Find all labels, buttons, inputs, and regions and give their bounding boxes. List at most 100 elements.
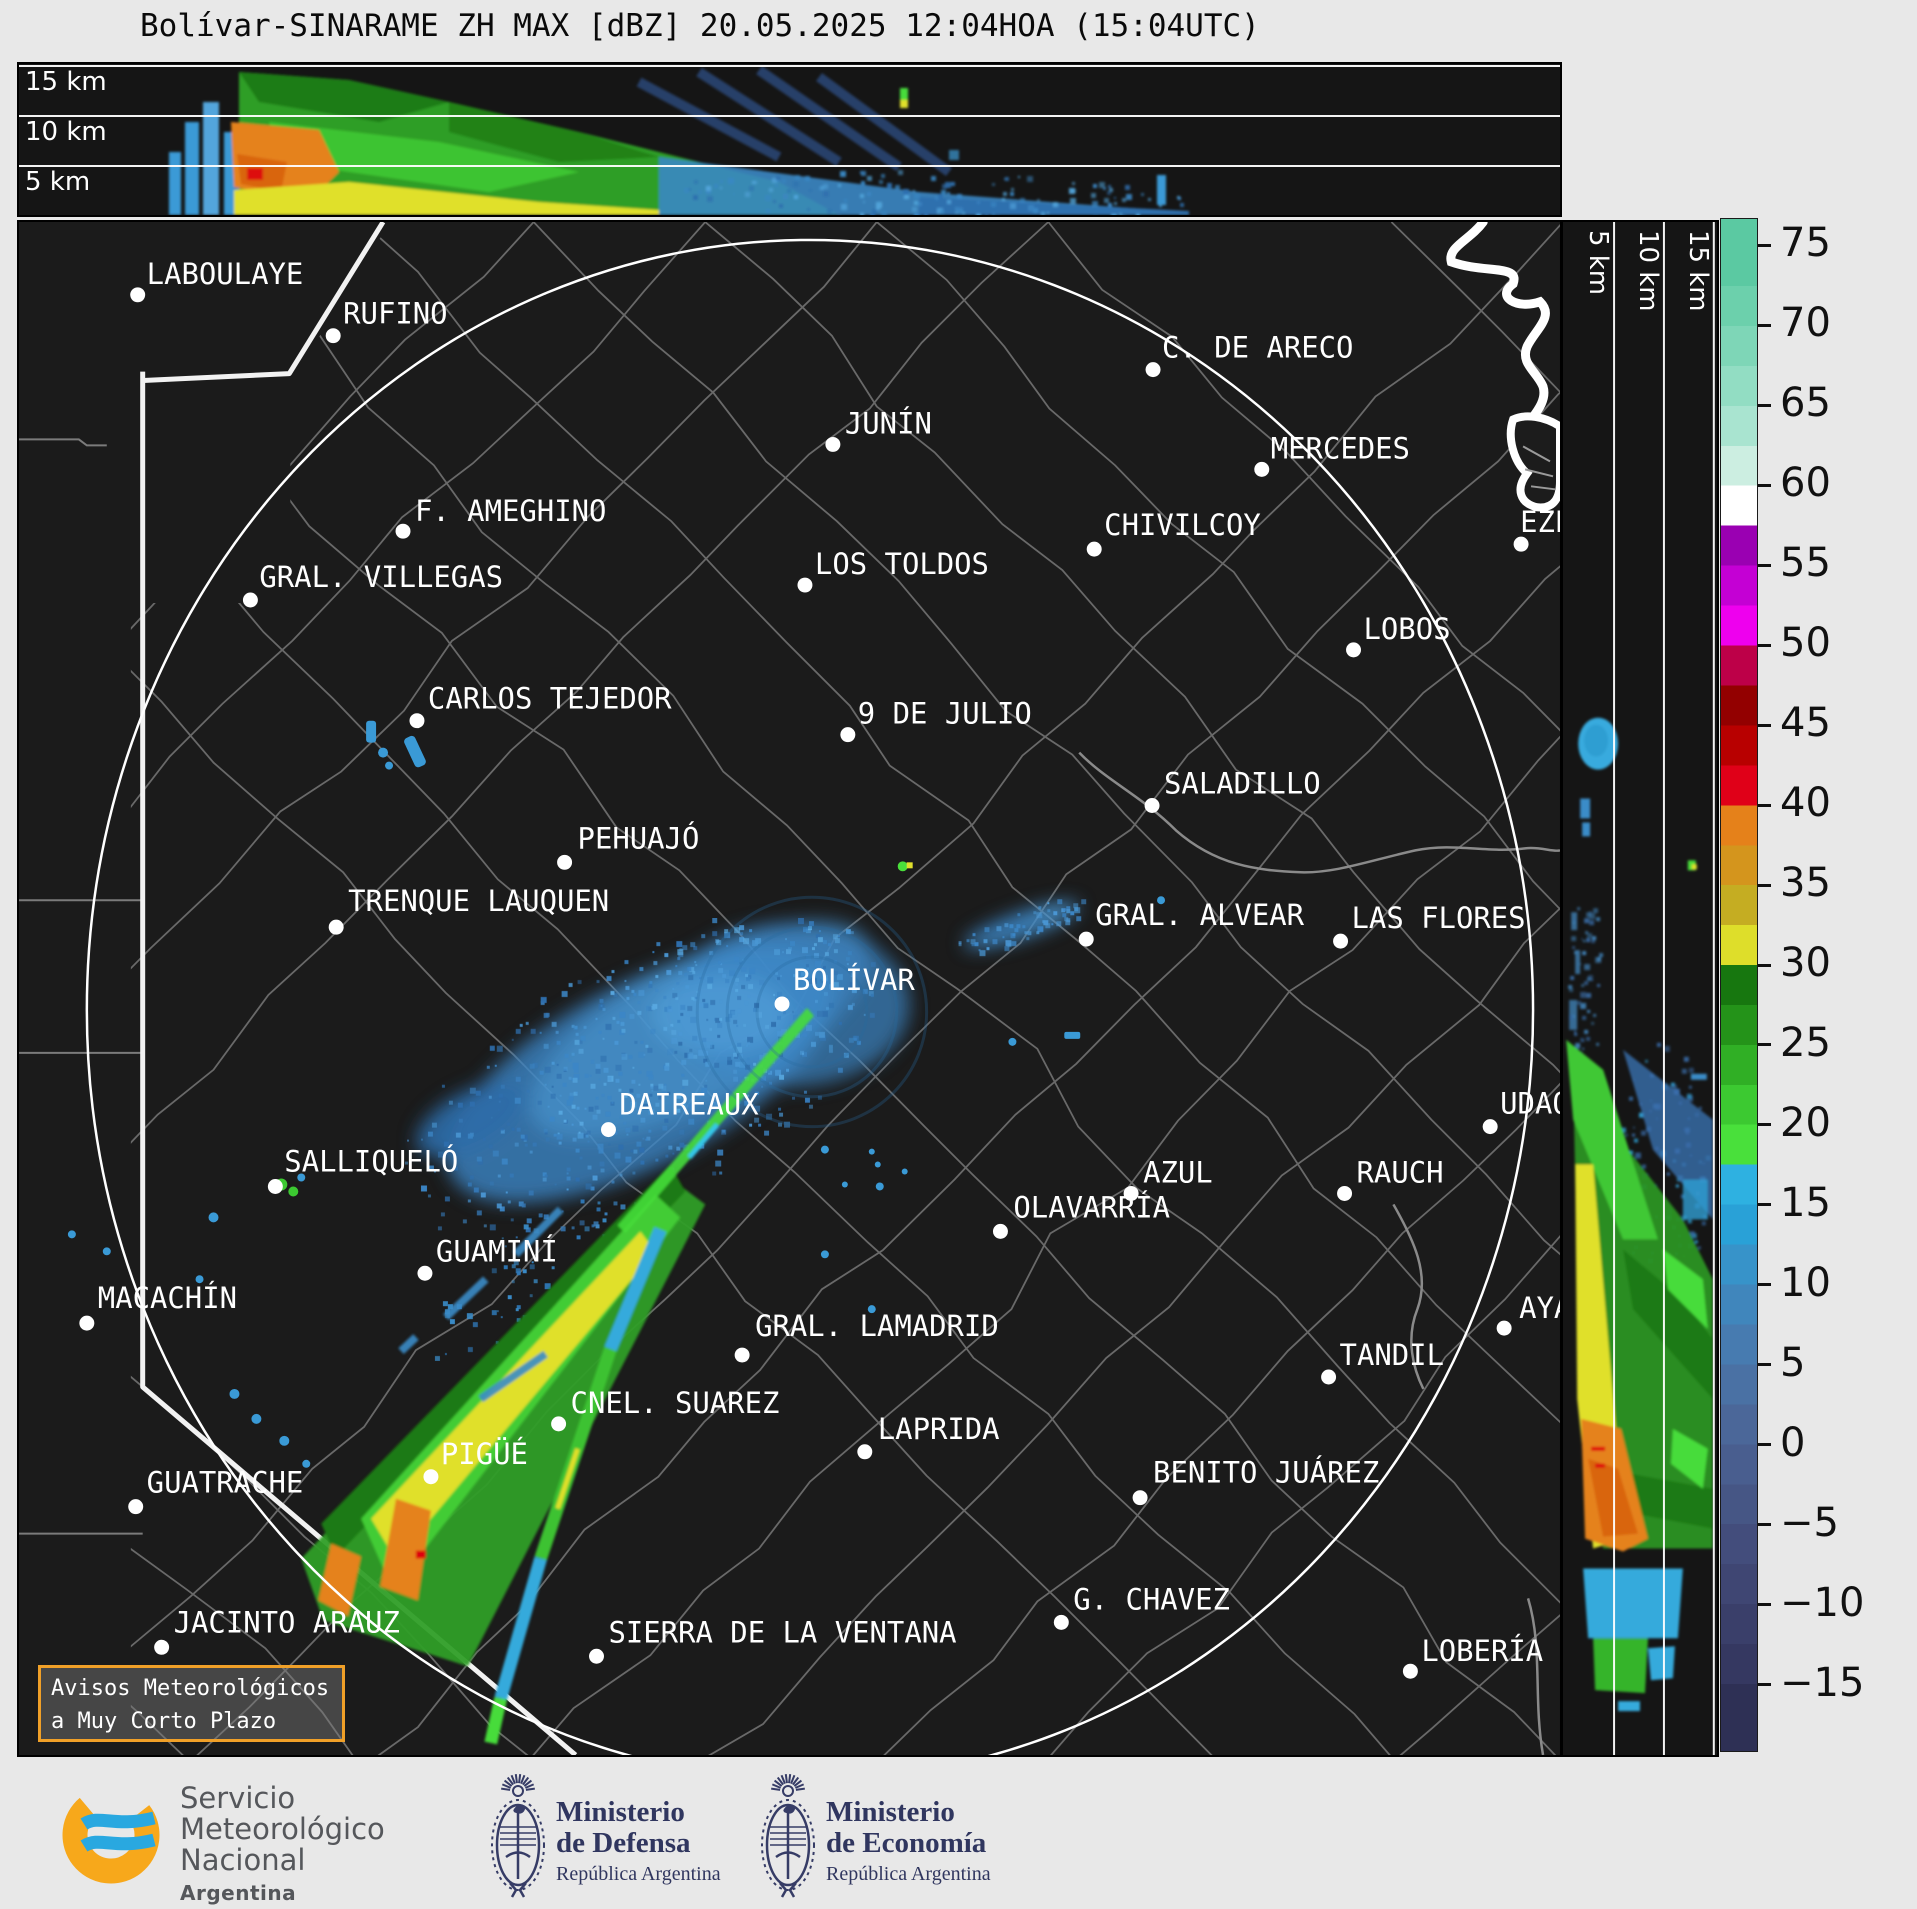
city-label: MACACHÍN: [98, 1281, 237, 1315]
colorbar-tick-label: 10: [1780, 1260, 1831, 1307]
colorbar-tick-label: 30: [1780, 940, 1831, 987]
city-label: LAPRIDA: [878, 1412, 1000, 1446]
city-label: G. CHAVEZ: [1073, 1582, 1230, 1616]
economia-coat-of-arms-icon: [761, 1774, 815, 1898]
colorbar-tick-label: 5: [1780, 1340, 1806, 1387]
colorbar-tick: [1758, 1523, 1771, 1527]
city-label: LAS FLORES: [1352, 901, 1526, 935]
city-dot: [1333, 933, 1349, 949]
rio-de-la-plata: [1446, 222, 1560, 512]
city-label: SALLIQUELÓ: [284, 1145, 458, 1179]
right-cross-section-panel: 5 km 10 km 15 km: [1561, 220, 1719, 1757]
city-dot: [242, 592, 258, 608]
city-dot: [1132, 1490, 1148, 1506]
city-label: F. AMEGHINO: [415, 494, 606, 528]
city-label: SIERRA DE LA VENTANA: [608, 1615, 956, 1649]
scattered-echo-dots: [67, 720, 1166, 1468]
colorbar-tick-label: 20: [1780, 1100, 1831, 1147]
city-dot: [1402, 1663, 1418, 1679]
colorbar-tick-label: 15: [1780, 1180, 1831, 1227]
city-label: LOBERÍA: [1421, 1634, 1543, 1668]
city-label: EZEIZA: [1520, 505, 1560, 539]
city-label: GRAL. LAMADRID: [755, 1309, 999, 1343]
svg-text:5 km: 5 km: [1583, 230, 1613, 295]
city-dot: [1086, 541, 1102, 557]
colorbar-tick-label: 25: [1780, 1020, 1831, 1067]
colorbar-tick: [1758, 323, 1771, 327]
colorbar-tick: [1758, 403, 1771, 407]
colorbar-gradient: [1720, 218, 1758, 1752]
city-label: RUFINO: [343, 297, 447, 331]
colorbar-tick-label: −15: [1780, 1659, 1865, 1706]
city-label: CARLOS TEJEDOR: [428, 682, 672, 716]
city-dot: [1346, 642, 1362, 658]
city-label: GUAMINÍ: [436, 1234, 558, 1268]
city-dot: [1123, 1185, 1139, 1201]
colorbar-tick: [1758, 723, 1771, 727]
city-label: JUNÍN: [845, 406, 932, 440]
colorbar-tick: [1758, 1043, 1771, 1047]
svg-text:10 km: 10 km: [25, 117, 107, 147]
city-dot: [589, 1648, 604, 1664]
city-label: UDAQUIOLA: [1500, 1087, 1560, 1121]
smn-line1: Servicio: [180, 1781, 296, 1815]
defensa-coat-of-arms-icon: [491, 1774, 545, 1898]
city-dot: [551, 1416, 567, 1432]
city-dot: [1513, 536, 1529, 552]
city-label: GRAL. ALVEAR: [1095, 898, 1304, 932]
smn-line3: Nacional: [180, 1843, 306, 1877]
svg-text:10 km: 10 km: [1633, 230, 1663, 312]
footer: Servicio Meteorológico Nacional Argentin…: [0, 1757, 1917, 1909]
defensa-line1: Ministerio: [556, 1796, 685, 1828]
radar-range-circle: [85, 238, 1535, 1755]
smn-wordmark: Servicio Meteorológico Nacional Argentin…: [180, 1783, 385, 1909]
smn-line4: Argentina: [180, 1881, 297, 1905]
city-dot: [825, 436, 841, 452]
city-label: MERCEDES: [1271, 431, 1410, 465]
city-label: TRENQUE LAUQUEN: [348, 884, 609, 918]
colorbar-tick: [1758, 883, 1771, 887]
rivers-gray: [1078, 751, 1560, 1755]
city-dot: [797, 577, 813, 593]
colorbar-tick-label: 75: [1780, 220, 1831, 267]
city-label: LOS TOLDOS: [815, 547, 989, 581]
city-label: BOLÍVAR: [793, 963, 915, 997]
city-dot: [328, 919, 344, 935]
height-gridlines-vertical: [1613, 222, 1715, 1755]
colorbar-tick: [1758, 243, 1771, 247]
radar-map-panel: LABOULAYE RUFINO C. DE ARECO JUNÍN MERCEDES F…: [17, 220, 1562, 1757]
city-dot: [423, 1469, 439, 1485]
district-borders-left: [19, 438, 143, 1535]
city-label: CNEL. SUAREZ: [571, 1386, 780, 1420]
page-title: Bolívar-SINARAME ZH MAX [dBZ] 20.05.2025…: [140, 8, 1260, 44]
interference-spokes: [301, 1007, 814, 1745]
city-label: GRAL. VILLEGAS: [259, 560, 503, 594]
top-cross-section-panel: 15 km 10 km 5 km: [17, 62, 1562, 217]
city-dot: [1337, 1185, 1353, 1201]
colorbar-tick-label: 0: [1780, 1420, 1806, 1467]
economia-wordmark: Ministerio de Economía República Argenti…: [826, 1797, 991, 1886]
colorbar-tick: [1758, 1363, 1771, 1367]
city-dot: [417, 1265, 433, 1281]
colorbar-tick: [1758, 1283, 1771, 1287]
city-label: TANDIL: [1340, 1338, 1444, 1372]
economia-line1: Ministerio: [826, 1796, 955, 1828]
colorbar-tick: [1758, 643, 1771, 647]
city-dot: [1254, 461, 1270, 477]
city-label: LABOULAYE: [147, 257, 304, 291]
range-rings-faint: [695, 895, 929, 1129]
defensa-line2: de Defensa: [556, 1827, 691, 1859]
city-dot: [409, 713, 425, 729]
city-dot: [154, 1639, 170, 1655]
city-dot: [1482, 1119, 1498, 1135]
warning-box[interactable]: Avisos Meteorológicos a Muy Corto Plazo: [38, 1665, 345, 1742]
city-dot: [557, 854, 573, 870]
right-cross-section-plot: 5 km 10 km 15 km: [1566, 222, 1715, 1755]
colorbar-tick: [1758, 483, 1771, 487]
city-dot: [1078, 931, 1094, 947]
city-dot: [1053, 1614, 1069, 1630]
city-dot: [267, 1179, 283, 1194]
city-dot: [774, 996, 790, 1012]
colorbar-tick-label: 50: [1780, 620, 1831, 667]
